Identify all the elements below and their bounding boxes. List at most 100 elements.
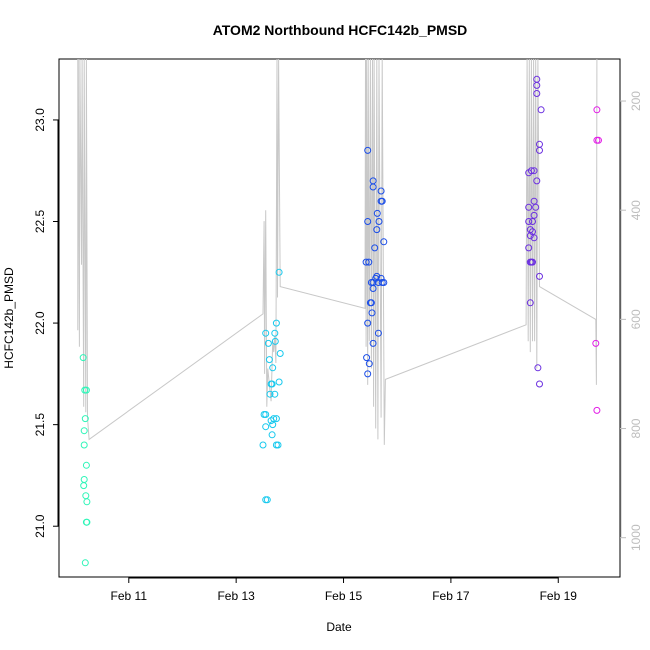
data-point	[374, 279, 382, 286]
data-point	[267, 417, 275, 425]
data-point	[595, 136, 602, 144]
data-point	[271, 337, 279, 345]
data-point	[80, 482, 88, 490]
data-point	[532, 203, 540, 211]
y-tick-label: 21.5	[33, 413, 47, 437]
data-point	[266, 390, 274, 398]
data-point	[373, 226, 381, 234]
depth-line	[77, 58, 598, 445]
data-point	[364, 370, 372, 378]
data-point	[529, 218, 536, 225]
data-points-layer	[79, 75, 602, 567]
data-point	[276, 350, 284, 357]
x-tick-label: Feb 13	[217, 589, 255, 603]
data-point	[367, 299, 375, 307]
data-point	[82, 492, 90, 500]
data-point	[592, 339, 600, 347]
data-point	[530, 234, 538, 242]
depth-line-layer	[77, 58, 598, 445]
y-tick-label: 22.5	[33, 210, 47, 234]
data-point	[369, 183, 377, 191]
data-point	[262, 411, 270, 418]
y-tick-label: 21.0	[33, 514, 47, 538]
data-point	[377, 187, 385, 195]
data-point	[268, 380, 276, 388]
data-point	[269, 421, 277, 429]
data-point	[83, 518, 91, 526]
data-point	[81, 559, 89, 567]
data-point	[533, 75, 541, 83]
data-point	[262, 423, 270, 431]
x-tick-label: Feb 15	[325, 589, 363, 603]
data-point	[271, 390, 279, 398]
y-tick-label: 23.0	[33, 108, 47, 132]
data-point	[380, 279, 388, 286]
data-point	[269, 364, 277, 372]
data-point	[593, 106, 601, 114]
data-point	[371, 244, 379, 252]
data-point	[82, 461, 90, 469]
data-point	[369, 285, 377, 292]
data-point	[536, 380, 543, 388]
data-point	[268, 431, 276, 439]
data-point	[362, 258, 370, 266]
data-point	[368, 309, 376, 317]
data-point	[529, 258, 536, 266]
chart-title: ATOM2 Northbound HCFC142b_PMSD	[213, 22, 468, 38]
data-point	[80, 476, 88, 483]
right-axis-tick-label: 1000	[629, 524, 643, 551]
data-point	[364, 218, 372, 225]
data-point	[525, 218, 533, 225]
right-axis-tick-label: 800	[629, 418, 643, 438]
data-point	[274, 441, 282, 449]
data-point	[82, 386, 90, 394]
data-point	[275, 268, 283, 276]
data-point	[364, 146, 372, 154]
data-point	[537, 106, 545, 114]
data-point	[365, 360, 373, 368]
data-point	[525, 244, 533, 252]
data-point	[525, 169, 533, 177]
data-point	[275, 378, 283, 386]
y-tick-label: 22.0	[33, 311, 47, 335]
data-point	[593, 406, 601, 414]
data-point	[79, 354, 87, 362]
data-point	[80, 427, 88, 435]
x-tick-label: Feb 11	[111, 589, 148, 603]
data-point	[264, 339, 272, 347]
right-axis-tick-label: 200	[629, 91, 643, 111]
data-point	[369, 339, 377, 347]
axes-layer: Feb 11 Feb 13 Feb 15 Feb 17 Feb 19 21.0 21.5 22…	[33, 91, 643, 603]
x-tick-label: Feb 17	[432, 589, 470, 603]
data-point	[536, 272, 543, 280]
data-point	[533, 90, 541, 97]
data-point	[525, 203, 533, 211]
x-axis-label: Date	[326, 620, 352, 634]
data-point	[262, 329, 270, 337]
data-point	[374, 329, 382, 337]
data-point	[265, 356, 273, 364]
data-point	[378, 197, 386, 205]
data-point	[263, 496, 271, 504]
data-point	[373, 209, 381, 217]
data-point	[534, 364, 542, 372]
data-point	[363, 354, 371, 362]
data-point	[533, 81, 541, 89]
data-point	[365, 258, 373, 266]
y-axis-label: HCFC142b_PMSD	[2, 267, 16, 369]
data-point	[380, 238, 388, 246]
data-point	[259, 441, 267, 449]
data-point	[80, 441, 88, 449]
data-point	[364, 319, 372, 327]
data-point	[375, 218, 383, 225]
data-point	[81, 415, 89, 423]
data-point	[536, 146, 543, 154]
data-point	[272, 319, 280, 327]
plot-frame	[58, 58, 621, 578]
data-point	[526, 299, 534, 307]
right-axis-tick-label: 400	[629, 200, 643, 220]
x-tick-label: Feb 19	[540, 589, 578, 603]
data-point	[83, 498, 91, 506]
right-axis-tick-label: 600	[629, 309, 643, 329]
